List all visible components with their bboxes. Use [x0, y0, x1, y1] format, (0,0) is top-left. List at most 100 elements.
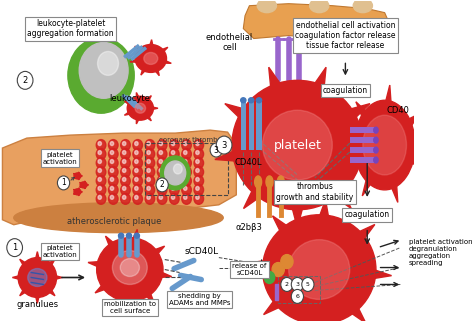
Circle shape	[281, 278, 293, 291]
Polygon shape	[145, 96, 151, 103]
Polygon shape	[84, 181, 85, 183]
Text: thrombus
growth and stability: thrombus growth and stability	[276, 182, 354, 202]
Polygon shape	[78, 188, 79, 190]
Circle shape	[98, 186, 101, 190]
Circle shape	[110, 142, 114, 146]
Polygon shape	[387, 173, 398, 203]
Polygon shape	[344, 224, 375, 251]
Circle shape	[196, 142, 199, 146]
Circle shape	[57, 176, 70, 190]
Polygon shape	[247, 258, 281, 274]
Circle shape	[121, 175, 130, 186]
Polygon shape	[152, 269, 172, 278]
Polygon shape	[403, 149, 423, 166]
Polygon shape	[338, 294, 366, 322]
Ellipse shape	[374, 137, 378, 143]
Polygon shape	[362, 168, 377, 196]
Circle shape	[133, 140, 143, 151]
Circle shape	[147, 168, 150, 173]
Circle shape	[194, 157, 204, 168]
Circle shape	[133, 157, 143, 168]
Circle shape	[216, 136, 232, 154]
Circle shape	[133, 175, 143, 186]
Text: platelet
activation: platelet activation	[43, 152, 77, 165]
Text: CD40: CD40	[386, 106, 409, 115]
Circle shape	[183, 186, 187, 190]
Polygon shape	[358, 265, 392, 281]
Circle shape	[183, 177, 187, 181]
Circle shape	[135, 168, 138, 173]
Circle shape	[122, 159, 126, 164]
Circle shape	[159, 195, 163, 199]
Bar	[350, 147, 376, 153]
Polygon shape	[288, 190, 307, 228]
Polygon shape	[264, 288, 294, 315]
Text: coagulation: coagulation	[323, 86, 368, 95]
Text: 3: 3	[295, 282, 300, 287]
Polygon shape	[20, 259, 30, 270]
Circle shape	[196, 195, 199, 199]
Text: leukocyte: leukocyte	[109, 94, 150, 103]
Ellipse shape	[256, 98, 262, 103]
Polygon shape	[73, 174, 76, 175]
Text: platelet activation
degranulation
aggregation
spreading: platelet activation degranulation aggreg…	[409, 239, 473, 266]
Circle shape	[147, 151, 150, 155]
Circle shape	[170, 148, 179, 159]
Circle shape	[122, 177, 126, 181]
Text: platelet
activation: platelet activation	[43, 245, 77, 258]
Circle shape	[17, 71, 33, 89]
Polygon shape	[158, 47, 168, 54]
Polygon shape	[35, 291, 40, 303]
Circle shape	[182, 175, 191, 186]
Polygon shape	[273, 216, 300, 245]
Circle shape	[182, 140, 191, 151]
Circle shape	[194, 185, 204, 195]
Polygon shape	[20, 285, 30, 296]
Polygon shape	[146, 246, 164, 260]
Text: release of
sCD40L: release of sCD40L	[232, 263, 266, 276]
Ellipse shape	[310, 0, 329, 13]
Ellipse shape	[374, 127, 378, 133]
Circle shape	[157, 175, 167, 186]
Circle shape	[98, 159, 101, 164]
Polygon shape	[401, 114, 420, 135]
Circle shape	[147, 195, 150, 199]
Polygon shape	[73, 177, 76, 178]
Polygon shape	[383, 85, 392, 115]
Circle shape	[157, 193, 167, 204]
Circle shape	[109, 157, 118, 168]
Circle shape	[98, 151, 101, 155]
Polygon shape	[95, 279, 114, 293]
Text: α2bβ3: α2bβ3	[236, 223, 263, 232]
Circle shape	[145, 166, 155, 177]
Polygon shape	[149, 107, 158, 110]
Circle shape	[133, 166, 143, 177]
Polygon shape	[135, 46, 144, 54]
Text: 6: 6	[295, 294, 300, 299]
Polygon shape	[73, 193, 76, 194]
Circle shape	[194, 140, 204, 151]
Ellipse shape	[144, 52, 158, 64]
Text: 3: 3	[214, 146, 219, 155]
Circle shape	[194, 166, 204, 177]
Circle shape	[110, 151, 114, 155]
Ellipse shape	[277, 176, 284, 188]
Polygon shape	[137, 116, 140, 124]
Polygon shape	[78, 172, 79, 174]
Ellipse shape	[127, 96, 154, 120]
Ellipse shape	[266, 176, 273, 188]
Circle shape	[182, 185, 191, 195]
Polygon shape	[225, 104, 263, 131]
Text: shedding by
ADAMs and MMPs: shedding by ADAMs and MMPs	[169, 293, 230, 306]
Bar	[145, 143, 228, 195]
Circle shape	[264, 271, 275, 283]
Ellipse shape	[28, 269, 47, 287]
Circle shape	[145, 193, 155, 204]
Circle shape	[122, 142, 126, 146]
Circle shape	[109, 166, 118, 177]
Ellipse shape	[74, 173, 81, 179]
Circle shape	[159, 151, 163, 155]
Circle shape	[171, 177, 175, 181]
Ellipse shape	[374, 147, 378, 153]
Ellipse shape	[118, 233, 124, 238]
